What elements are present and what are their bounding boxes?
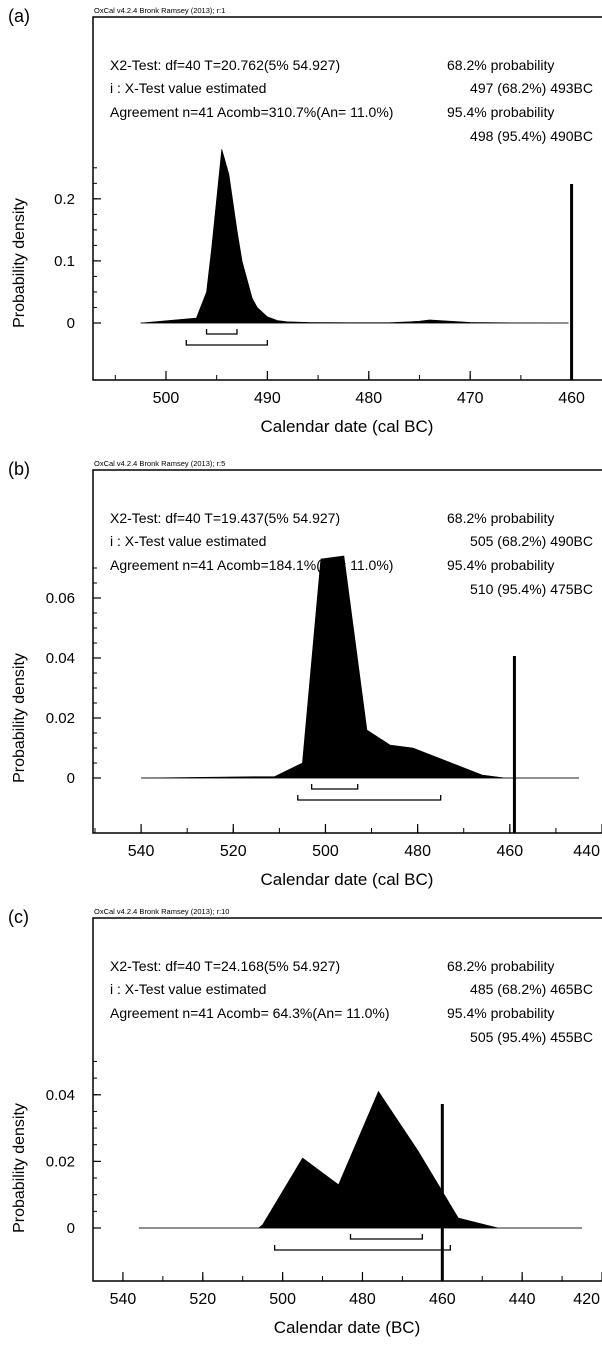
y-axis-label: Probability density [11, 198, 28, 328]
chart-panel-b: (b) OxCal v4.2.4 Bronk Ramsey (2013); r:5… [0, 453, 602, 898]
x-tick-label: 500 [153, 390, 180, 407]
x-tick-label: 470 [457, 390, 484, 407]
stats-right-line: 505 (68.2%) 490BC [470, 533, 593, 549]
x-tick-label: 520 [220, 843, 247, 860]
oxcal-header: OxCal v4.2.4 Bronk Ramsey (2013); r:1 [94, 6, 225, 15]
x-axis-label: Calendar date (BC) [274, 1318, 420, 1337]
y-tick-label: 0 [67, 315, 75, 332]
chart-svg: (a) OxCal v4.2.4 Bronk Ramsey (2013); r:1… [8, 6, 602, 436]
y-axis-label: Probability density [11, 1103, 28, 1233]
x-axis: 540 520 500 480 460 440 420 [110, 1272, 602, 1308]
stats-right-line: 505 (95.4%) 455BC [470, 1029, 593, 1045]
x-tick-label: 500 [269, 1291, 296, 1308]
range-68-bracket [349, 1234, 424, 1240]
y-tick-label: 0.06 [46, 590, 75, 607]
x-tick-label: 440 [573, 843, 600, 860]
y-axis: 0 0.1 0.2 [54, 167, 101, 332]
stats-right-line: 485 (68.2%) 465BC [470, 981, 593, 997]
stats-left-line: i : X-Test value estimated [110, 80, 266, 96]
range-68-bracket [205, 329, 238, 335]
oxcal-header: OxCal v4.2.4 Bronk Ramsey (2013); r:5 [94, 459, 225, 468]
posterior-area [141, 555, 579, 779]
range-68-bracket [310, 784, 359, 790]
stats-left-line: Agreement n=41 Acomb=310.7%(An= 11.0%) [110, 104, 393, 120]
stats-right-line: 68.2% probability [447, 958, 554, 974]
stats-left-line: X2-Test: df=40 T=24.168(5% 54.927) [110, 958, 340, 974]
posterior-area [140, 149, 569, 324]
x-tick-label: 440 [509, 1291, 536, 1308]
panel-label: (a) [8, 6, 30, 26]
chart-svg: (b) OxCal v4.2.4 Bronk Ramsey (2013); r:5… [8, 459, 602, 889]
x-tick-label: 540 [128, 843, 155, 860]
y-tick-label: 0.04 [46, 650, 75, 667]
posterior-area [138, 1090, 583, 1229]
y-tick-label: 0.1 [54, 253, 75, 270]
stats-right-line: 68.2% probability [447, 57, 554, 73]
x-tick-label: 420 [573, 1291, 600, 1308]
y-tick-label: 0.2 [54, 191, 75, 208]
chart-panel-c: (c) OxCal v4.2.4 Bronk Ramsey (2013); r:1… [0, 901, 602, 1346]
x-axis-label: Calendar date (cal BC) [261, 870, 434, 889]
y-tick-label: 0 [67, 1220, 75, 1237]
x-tick-label: 460 [429, 1291, 456, 1308]
y-axis: 0 0.02 0.04 0.06 [46, 567, 101, 787]
y-tick-label: 0.04 [46, 1087, 75, 1104]
stats-right-line: 95.4% probability [447, 557, 554, 573]
x-tick-label: 460 [558, 390, 585, 407]
panel-label: (b) [8, 459, 30, 479]
range-95-bracket [297, 795, 442, 801]
plot-frame [92, 469, 602, 834]
range-95-bracket [273, 1245, 451, 1251]
chart-svg: (c) OxCal v4.2.4 Bronk Ramsey (2013); r:1… [8, 907, 602, 1337]
x-tick-label: 460 [496, 843, 523, 860]
y-tick-label: 0.02 [46, 1153, 75, 1170]
stats-left-line: X2-Test: df=40 T=20.762(5% 54.927) [110, 57, 340, 73]
x-axis: 500 490 480 470 460 [114, 371, 585, 407]
x-tick-label: 480 [355, 390, 382, 407]
x-axis-label: Calendar date (cal BC) [261, 417, 434, 436]
range-95-bracket [185, 340, 269, 346]
plot-frame [92, 917, 602, 1282]
stats-right-line: 510 (95.4%) 475BC [470, 581, 593, 597]
stats-right-line: 497 (68.2%) 493BC [470, 80, 593, 96]
stats-left-line: Agreement n=41 Acomb=184.1%(An= 11.0%) [110, 557, 393, 573]
y-axis-label: Probability density [11, 653, 28, 783]
y-tick-label: 0 [67, 770, 75, 787]
stats-left-line: Agreement n=41 Acomb= 64.3%(An= 11.0%) [110, 1005, 390, 1021]
stats-left-line: i : X-Test value estimated [110, 981, 266, 997]
stats-left-line: i : X-Test value estimated [110, 533, 266, 549]
panel-label: (c) [8, 907, 29, 927]
x-tick-label: 480 [349, 1291, 376, 1308]
stats-right-line: 498 (95.4%) 490BC [470, 128, 593, 144]
oxcal-header: OxCal v4.2.4 Bronk Ramsey (2013); r:10 [94, 907, 229, 916]
x-axis: 540 520 500 480 460 440 [94, 824, 602, 860]
stats-right-line: 95.4% probability [447, 1005, 554, 1021]
chart-panel-a: (a) OxCal v4.2.4 Bronk Ramsey (2013); r:1… [0, 0, 602, 445]
x-tick-label: 540 [110, 1291, 137, 1308]
y-axis: 0 0.02 0.04 [46, 1060, 101, 1237]
stats-left-line: X2-Test: df=40 T=19.437(5% 54.927) [110, 510, 340, 526]
y-tick-label: 0.02 [46, 710, 75, 727]
x-tick-label: 520 [189, 1291, 216, 1308]
x-tick-label: 500 [312, 843, 339, 860]
x-tick-label: 480 [404, 843, 431, 860]
x-tick-label: 490 [254, 390, 281, 407]
stats-right-line: 68.2% probability [447, 510, 554, 526]
stats-right-line: 95.4% probability [447, 104, 554, 120]
